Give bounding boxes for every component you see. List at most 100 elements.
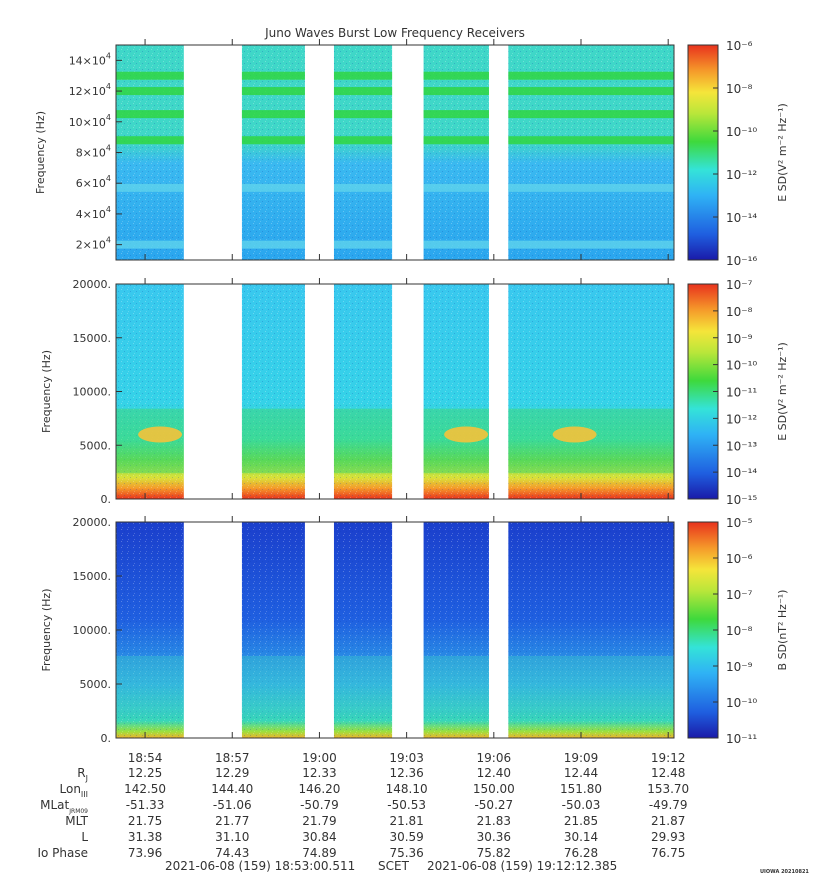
ephemeris-value: 12.29 <box>215 766 249 780</box>
emission-band <box>333 240 393 249</box>
y-tick-label: 10000. <box>73 386 112 399</box>
y-tick-label: 5000. <box>80 439 112 452</box>
noise-texture <box>333 284 393 499</box>
noise-texture <box>508 522 674 738</box>
colorbar-tick-label: 10⁻¹⁶ <box>726 254 757 268</box>
footer-scet: SCET <box>378 859 410 873</box>
emission-band <box>116 183 184 192</box>
colorbar-tick-label: 10⁻¹² <box>726 412 757 426</box>
emission-band <box>508 655 674 713</box>
emission-band <box>508 136 674 145</box>
y-tick-label: 20000. <box>73 278 112 291</box>
y-tick-label: 10000. <box>73 624 112 637</box>
emission-band <box>508 87 674 96</box>
noise-texture <box>116 284 184 499</box>
colorbar-tick-label: 10⁻¹¹ <box>726 732 757 746</box>
footer-start: 2021-06-08 (159) 18:53:00.511 <box>165 859 355 873</box>
y-axis-label: Frequency (Hz) <box>40 589 53 672</box>
colorbar-tick-label: 10⁻⁹ <box>726 332 753 346</box>
colorbar-tick-label: 10⁻⁶ <box>726 552 753 566</box>
x-tick-label: 18:54 <box>128 751 163 765</box>
ephemeris-value: 74.43 <box>215 846 249 860</box>
y-axis-label: Frequency (Hz) <box>40 350 53 433</box>
figure-title: Juno Waves Burst Low Frequency Receivers <box>264 26 525 40</box>
ephemeris-row-label: MLatJRM09 <box>40 798 88 815</box>
emission-band <box>241 136 305 145</box>
emission-band <box>508 110 674 119</box>
y-tick-label: 14×104 <box>69 51 111 67</box>
y-tick-label: 15000. <box>73 332 112 345</box>
footer-end: 2021-06-08 (159) 19:12:12.385 <box>427 859 617 873</box>
emission-band <box>333 110 393 119</box>
colorbar-label: E SD(V² m⁻² Hz⁻¹) <box>776 103 789 202</box>
colorbar-tick-label: 10⁻¹⁰ <box>726 359 757 373</box>
ephemeris-value: 30.59 <box>389 830 423 844</box>
x-tick-label: 18:57 <box>215 751 250 765</box>
ephemeris-value: 153.70 <box>647 782 689 796</box>
y-tick-label: 5000. <box>80 678 112 691</box>
colorbar-tick-label: 10⁻⁷ <box>726 588 753 602</box>
ephemeris-value: 21.87 <box>651 814 685 828</box>
x-tick-label: 19:06 <box>477 751 512 765</box>
y-tick-label: 0. <box>101 493 112 506</box>
ephemeris-value: 12.44 <box>564 766 598 780</box>
colorbar-tick-label: 10⁻¹⁴ <box>726 211 757 225</box>
colorbar-tick-label: 10⁻⁸ <box>726 624 753 638</box>
ephemeris-value: 12.25 <box>128 766 162 780</box>
colorbar-tick-label: 10⁻⁵ <box>726 516 753 530</box>
colorbar-tick-label: 10⁻¹⁵ <box>726 493 757 507</box>
emission-band <box>333 655 393 713</box>
spectrogram-panel-lower <box>116 522 674 738</box>
noise-texture <box>241 45 305 260</box>
ephemeris-value: 151.80 <box>560 782 602 796</box>
ephemeris-value: 21.75 <box>128 814 162 828</box>
ephemeris-value: -50.79 <box>300 798 339 812</box>
y-tick-label: 15000. <box>73 570 112 583</box>
noise-texture <box>423 522 489 738</box>
colorbar-tick-label: 10⁻¹⁰ <box>726 696 757 710</box>
emission-band <box>241 87 305 96</box>
noise-texture <box>241 284 305 499</box>
ephemeris-value: 29.93 <box>651 830 685 844</box>
emission-band <box>423 240 489 249</box>
ephemeris-value: -49.79 <box>649 798 688 812</box>
spectrogram-panel-upper <box>116 45 674 260</box>
colorbar-tick-label: 10⁻⁷ <box>726 278 753 292</box>
emission-band <box>423 71 489 80</box>
ephemeris-row-label: LonIII <box>60 782 89 799</box>
colorbar <box>687 44 719 261</box>
ephemeris-value: 12.33 <box>302 766 336 780</box>
x-tick-label: 19:09 <box>564 751 599 765</box>
ephemeris-value: 73.96 <box>128 846 162 860</box>
noise-texture <box>241 522 305 738</box>
ephemeris-value: -50.53 <box>387 798 426 812</box>
noise-texture <box>423 284 489 499</box>
ephemeris-value: 31.10 <box>215 830 249 844</box>
y-tick-label: 10×104 <box>69 113 111 129</box>
ephemeris-value: -51.33 <box>126 798 165 812</box>
spectrogram-panel-middle <box>116 284 674 499</box>
emission-band <box>423 655 489 713</box>
ephemeris-value: 144.40 <box>211 782 253 796</box>
colorbar-tick-label: 10⁻¹⁰ <box>726 125 757 139</box>
emission-band <box>241 408 305 474</box>
emission-band <box>333 136 393 145</box>
emission-patch <box>552 426 597 443</box>
x-tick-label: 19:03 <box>389 751 424 765</box>
emission-band <box>508 71 674 80</box>
ephemeris-value: 21.81 <box>389 814 423 828</box>
y-tick-label: 8×104 <box>76 144 111 160</box>
ephemeris-value: 142.50 <box>124 782 166 796</box>
emission-band <box>508 183 674 192</box>
colorbar-tick-label: 10⁻¹¹ <box>726 386 757 400</box>
emission-band <box>116 240 184 249</box>
ephemeris-value: 146.20 <box>298 782 340 796</box>
emission-band <box>116 71 184 80</box>
ephemeris-value: 148.10 <box>386 782 428 796</box>
ephemeris-value: 12.40 <box>477 766 511 780</box>
ephemeris-value: 76.28 <box>564 846 598 860</box>
ephemeris-value: 21.77 <box>215 814 249 828</box>
ephemeris-value: 21.83 <box>477 814 511 828</box>
emission-band <box>333 71 393 80</box>
